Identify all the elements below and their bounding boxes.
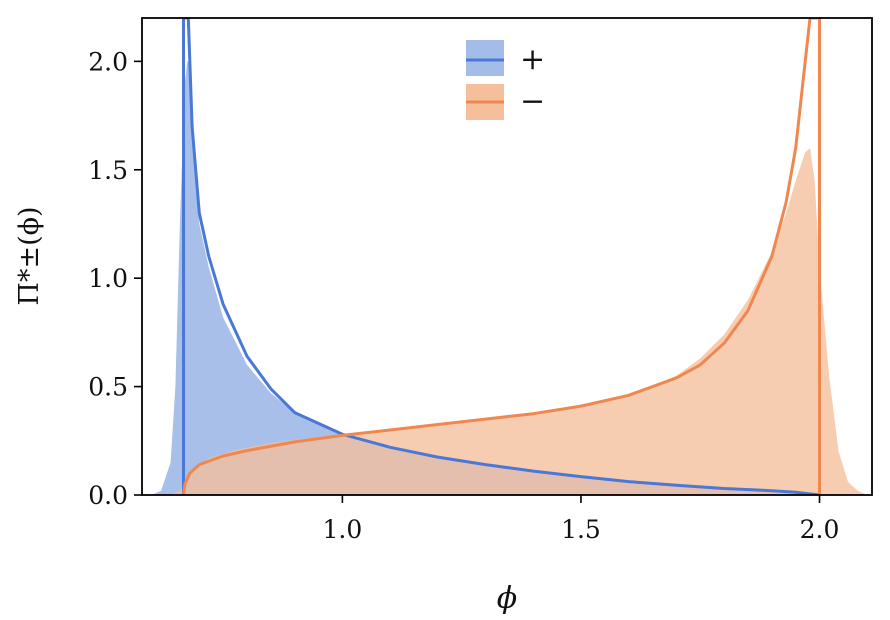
- legend-label-plus: +: [520, 42, 545, 77]
- histogram-area-minus: [170, 148, 868, 495]
- y-axis-label: Π*±(ϕ): [14, 206, 45, 305]
- y-axis: 0.0 0.5 1.0 1.5 2.0: [88, 47, 142, 510]
- y-tick-label: 1.5: [88, 156, 128, 185]
- plot-frame: [141, 17, 873, 496]
- histogram-area-plus: [151, 61, 820, 495]
- y-tick-label: 2.0: [88, 47, 128, 76]
- legend-swatch-plus: [466, 40, 504, 76]
- legend-entry-minus: −: [466, 84, 545, 120]
- legend-label-minus: −: [520, 84, 545, 119]
- x-tick-label: 1.5: [561, 515, 601, 544]
- x-tick-label: 1.0: [323, 515, 363, 544]
- legend-entry-plus: +: [466, 40, 545, 77]
- x-tick-label: 2.0: [800, 515, 840, 544]
- plot-area: [151, 18, 868, 495]
- legend: + −: [466, 40, 545, 120]
- y-tick-label: 1.0: [88, 264, 128, 293]
- y-tick-label: 0.0: [88, 481, 128, 510]
- x-axis: 1.0 1.5 2.0: [323, 495, 840, 544]
- y-tick-label: 0.5: [88, 373, 128, 402]
- x-axis-label: ϕ: [497, 581, 517, 616]
- density-curve-minus: [182, 18, 820, 495]
